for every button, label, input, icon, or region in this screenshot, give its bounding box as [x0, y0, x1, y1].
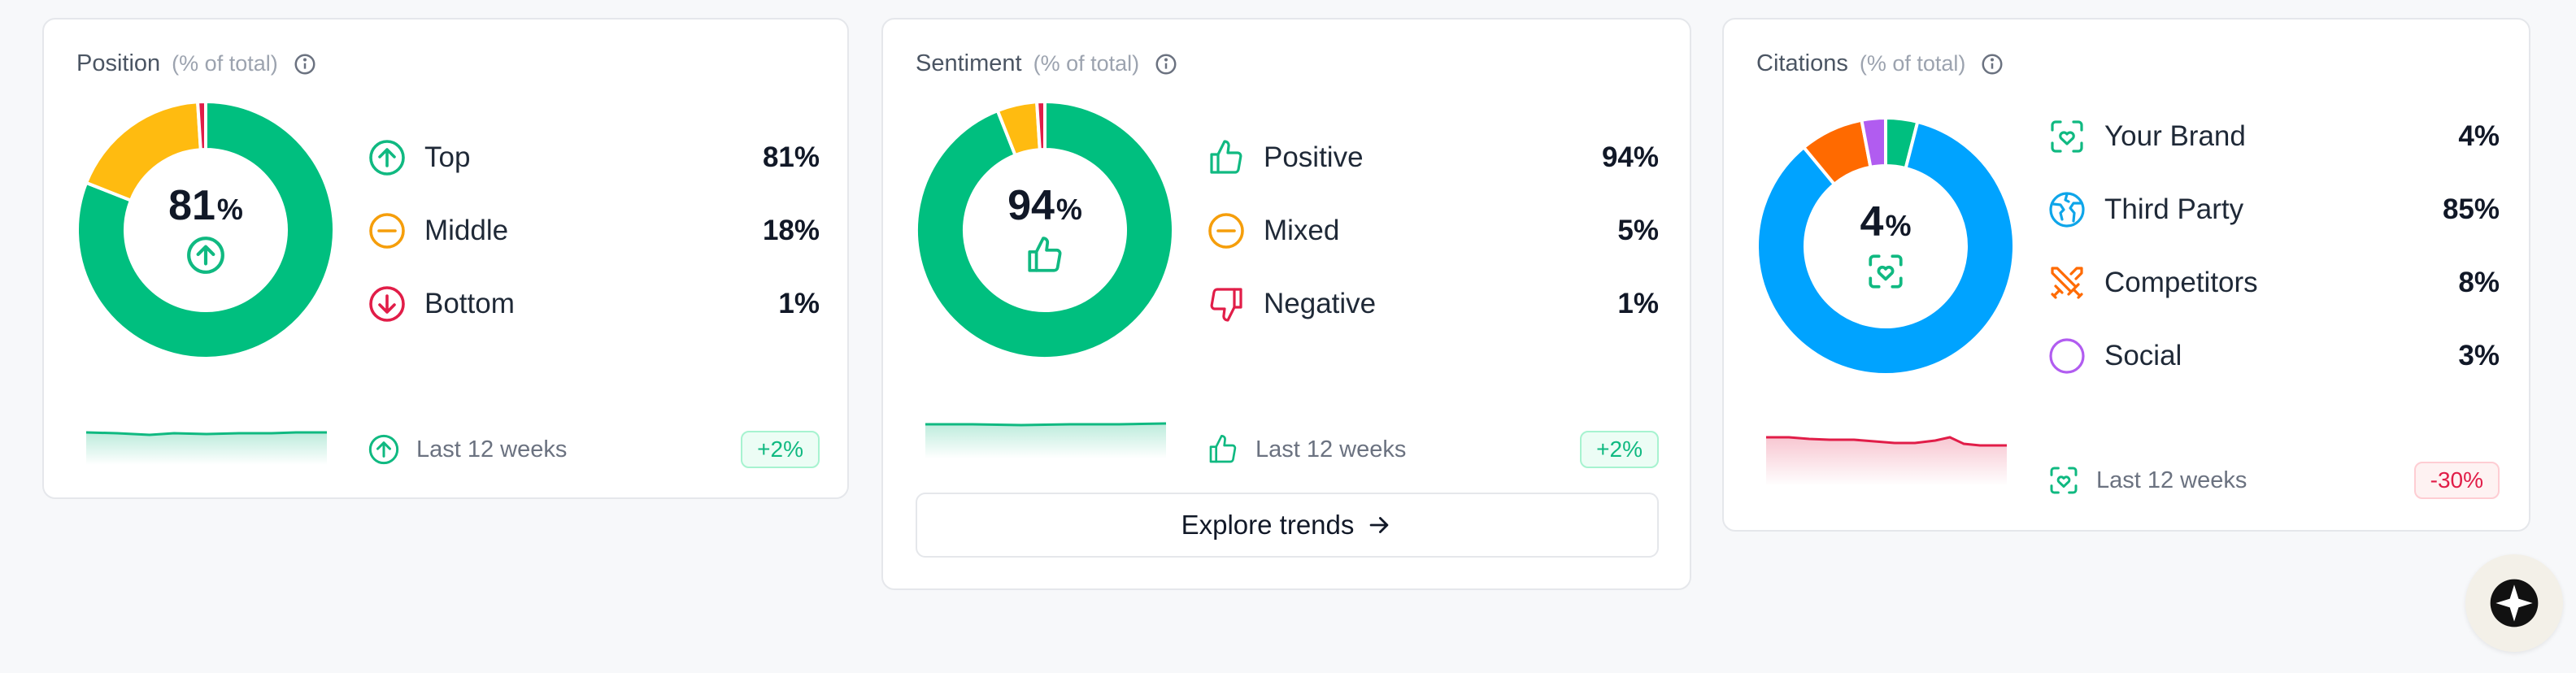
info-icon[interactable]	[1154, 52, 1178, 76]
info-icon[interactable]	[293, 52, 317, 76]
circle-icon	[2049, 338, 2085, 374]
donut-slice-middle	[84, 100, 202, 203]
legend-value: 18%	[762, 215, 820, 246]
sentiment-trend-sparkline	[925, 422, 1167, 458]
citations-title: Citations	[1756, 50, 1848, 76]
legend-value: 3%	[2458, 340, 2500, 371]
sentiment-title: Sentiment	[916, 50, 1022, 76]
legend-item-top: Top 81%	[368, 135, 820, 180]
legend-item-competitors: Competitors 8%	[2047, 260, 2500, 306]
sparkle-star-icon	[2490, 579, 2539, 627]
legend-label: Bottom	[424, 288, 515, 319]
trend-change-badge: -30%	[2413, 462, 2500, 499]
sentiment-header: Sentiment (% of total)	[916, 50, 1178, 77]
assistant-launcher-button[interactable]	[2465, 554, 2563, 652]
legend-label: Top	[424, 141, 471, 173]
position-subtitle: (% of total)	[172, 51, 278, 76]
arrow-down-circle-icon	[369, 286, 405, 322]
donut-slice-top	[76, 99, 336, 360]
legend-label: Mixed	[1264, 215, 1340, 246]
position-donut-chart	[76, 99, 336, 360]
legend-value: 8%	[2458, 267, 2500, 298]
donut-slice-third-party	[1756, 119, 2016, 376]
thumbs-down-icon	[1210, 288, 1242, 322]
info-icon[interactable]	[1980, 52, 2004, 76]
donut-slice-negative	[1034, 99, 1046, 152]
donut-slice-positive	[915, 99, 1175, 360]
citations-header: Citations (% of total)	[1756, 50, 2004, 77]
citations-subtitle: (% of total)	[1859, 51, 1966, 76]
explore-trends-label: Explore trends	[1181, 510, 1355, 540]
legend-label: Competitors	[2104, 267, 2258, 298]
sentiment-donut-chart	[915, 99, 1175, 360]
sentiment-subtitle: (% of total)	[1033, 51, 1140, 76]
donut-slice-social	[1860, 115, 1887, 170]
citations-card: Citations (% of total) 4% Your Brand 4% …	[1722, 18, 2530, 532]
legend-item-third-party: Third Party 85%	[2047, 187, 2500, 232]
legend-label: Middle	[424, 215, 509, 246]
legend-value: 1%	[778, 288, 820, 319]
legend-label: Positive	[1264, 141, 1364, 173]
legend-value: 1%	[1617, 288, 1659, 319]
position-trend-footer: Last 12 weeks +2%	[368, 429, 820, 470]
trend-period-label: Last 12 weeks	[1255, 436, 1407, 462]
position-title: Position	[76, 50, 161, 76]
position-card: Position (% of total) 81% Top 81% Middle…	[42, 18, 849, 499]
legend-item-positive: Positive 94%	[1207, 135, 1659, 180]
thumbs-up-icon	[1210, 140, 1242, 174]
donut-slice-bottom	[195, 99, 207, 152]
legend-item-your-brand: Your Brand 4%	[2047, 114, 2500, 159]
legend-value: 85%	[2442, 193, 2500, 225]
legend-value: 81%	[762, 141, 820, 173]
citations-trend-sparkline	[1766, 436, 2007, 486]
legend-item-bottom: Bottom 1%	[368, 281, 820, 327]
trend-period-label: Last 12 weeks	[416, 436, 568, 462]
trend-period-label: Last 12 weeks	[2096, 467, 2247, 493]
legend-item-middle: Middle 18%	[368, 208, 820, 254]
legend-item-negative: Negative 1%	[1207, 281, 1659, 327]
crossed-swords-icon	[2051, 267, 2083, 299]
legend-value: 94%	[1601, 141, 1659, 173]
position-header: Position (% of total)	[76, 50, 317, 77]
citations-trend-footer: Last 12 weeks -30%	[2047, 460, 2500, 501]
brand-heart-scan-icon	[2050, 467, 2078, 494]
explore-trends-button[interactable]: Explore trends	[916, 493, 1659, 558]
arrow-up-circle-icon	[368, 434, 399, 465]
sentiment-trend-footer: Last 12 weeks +2%	[1207, 429, 1659, 470]
legend-label: Third Party	[2104, 193, 2244, 225]
arrow-up-circle-icon	[369, 140, 405, 176]
legend-label: Negative	[1264, 288, 1377, 319]
globe-icon	[2049, 192, 2085, 228]
legend-label: Social	[2104, 340, 2182, 371]
legend-label: Your Brand	[2104, 120, 2246, 152]
legend-value: 4%	[2458, 120, 2500, 152]
thumbs-up-icon	[1209, 435, 1237, 463]
position-trend-sparkline	[85, 431, 327, 465]
arrow-right-icon	[1370, 517, 1389, 533]
trend-change-badge: +2%	[741, 431, 820, 468]
minus-circle-icon	[1208, 213, 1244, 249]
citations-donut-chart	[1756, 115, 2016, 376]
legend-item-social: Social 3%	[2047, 333, 2500, 379]
legend-value: 5%	[1617, 215, 1659, 246]
legend-item-mixed: Mixed 5%	[1207, 208, 1659, 254]
trend-change-badge: +2%	[1580, 431, 1659, 468]
minus-circle-icon	[369, 213, 405, 249]
brand-heart-scan-icon	[2051, 120, 2083, 153]
sentiment-card: Sentiment (% of total) 94% Positive 94% …	[881, 18, 1691, 590]
